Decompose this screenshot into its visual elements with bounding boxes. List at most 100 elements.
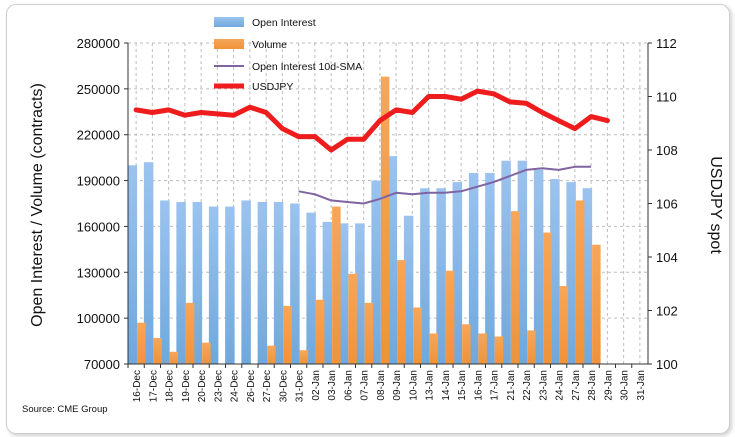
x-tick-label: 21-Jan (506, 370, 517, 401)
y-tick-label: 280000 (77, 36, 120, 51)
open-interest-bar (517, 160, 528, 364)
open-interest-bar (176, 201, 186, 364)
y-tick-label: 220000 (77, 128, 120, 143)
y2-tick-label: 106 (656, 197, 678, 212)
x-tick-label: 03-Jan (327, 370, 338, 401)
x-tick-label: 24-Jan (555, 370, 566, 401)
open-interest-bar (306, 212, 316, 364)
x-tick-label: 16-Jan (473, 370, 484, 401)
y-tick-label: 160000 (77, 219, 120, 234)
volume-bar (380, 76, 390, 364)
x-tick-label: 10-Jan (408, 370, 419, 401)
open-interest-bar (371, 180, 381, 364)
x-tick-label: 31-Dec (295, 370, 306, 402)
volume-bar (575, 200, 585, 364)
volume-bar (267, 345, 276, 364)
y-axis-title: Open Interest / Volume (contracts) (29, 83, 46, 327)
y-tick-label: 100000 (77, 311, 120, 326)
volume-bar (397, 260, 406, 364)
x-tick-label: 23-Jan (538, 370, 549, 401)
volume-bar (299, 350, 309, 364)
x-tick-label: 22-Jan (522, 370, 533, 401)
volume-bar (169, 351, 179, 364)
open-interest-bar (355, 223, 365, 364)
volume-bar (592, 244, 601, 364)
x-tick-label: 15-Jan (457, 370, 468, 401)
usdjpy-line (133, 88, 610, 153)
legend-label: Volume (252, 39, 287, 51)
volume-bar (559, 286, 569, 364)
x-tick-label: 23-Dec (213, 370, 224, 402)
x-tick-label: 18-Dec (165, 370, 176, 402)
open-interest-bar (452, 182, 463, 364)
volume-bar (543, 232, 552, 364)
y2-tick-label: 104 (656, 250, 678, 265)
open-interest-bar (403, 215, 414, 364)
x-tick-label: 30-Dec (278, 370, 289, 402)
open-interest-bar (550, 179, 560, 364)
x-tick-label: 29-Jan (603, 370, 614, 401)
x-tick-label: 24-Dec (230, 370, 241, 402)
volume-bar (429, 333, 439, 364)
y-tick-label: 250000 (77, 82, 120, 97)
open-interest-bar (420, 188, 430, 364)
open-interest-sma-line (298, 165, 592, 205)
volume-bar (348, 273, 357, 364)
x-tick-label: 28-Jan (587, 370, 598, 401)
legend-swatch (214, 17, 244, 27)
legend-label: Open Interest 10d-SMA (252, 61, 362, 73)
open-interest-bar (273, 201, 284, 364)
open-interest-bar (485, 172, 495, 364)
legend-label: Open Interest (252, 17, 316, 29)
open-interest-bar (290, 203, 300, 364)
open-interest-bar (257, 201, 268, 364)
x-tick-label: 02-Jan (311, 370, 322, 401)
y2-tick-label: 102 (656, 304, 678, 319)
volume-bar (364, 302, 374, 364)
open-interest-bar (436, 188, 446, 364)
volume-bar (527, 330, 536, 364)
x-tick-label: 08-Jan (376, 370, 387, 401)
x-tick-label: 13-Jan (425, 370, 436, 401)
open-interest-bar (468, 172, 479, 364)
x-tick-label: 16-Dec (132, 370, 143, 402)
x-tick-label: 26-Dec (246, 370, 257, 402)
legend-label: USDJPY (252, 81, 293, 93)
y2-axis-title: USDJPY spot (707, 156, 724, 254)
volume-bar (413, 307, 422, 364)
open-interest-bar (533, 169, 544, 364)
open-interest-bar (241, 200, 251, 364)
volume-bar (283, 305, 292, 364)
x-tick-label: 17-Jan (490, 370, 501, 401)
open-interest-bar (501, 160, 511, 364)
volume-bar (315, 299, 325, 364)
open-interest-bar (322, 221, 333, 364)
bars (127, 76, 601, 364)
volume-bar (137, 322, 146, 364)
x-tick-label: 14-Jan (441, 370, 452, 401)
y2-tick-label: 110 (656, 90, 677, 105)
y-tick-label: 70000 (84, 357, 120, 372)
volume-bar (445, 270, 455, 364)
open-interest-bar (127, 165, 138, 364)
open-interest-bar (225, 206, 235, 364)
y2-tick-label: 100 (656, 357, 678, 372)
volume-bar (510, 211, 520, 364)
x-tick-label: 07-Jan (360, 370, 371, 401)
source-label: Source: CME Group (22, 404, 108, 415)
x-tick-label: 09-Jan (392, 370, 403, 401)
volume-bar (185, 302, 195, 364)
volume-bar (494, 336, 504, 364)
open-interest-bar (387, 156, 398, 364)
open-interest-bar (192, 201, 203, 364)
lines (133, 88, 610, 205)
volume-bar (332, 206, 341, 364)
open-interest-bar (160, 200, 170, 364)
axes: 70000 100000 130000 160000 190000 220000 25000… (77, 36, 678, 402)
volume-bar (462, 324, 471, 364)
x-tick-label: 17-Dec (148, 370, 159, 402)
x-tick-label: 30-Jan (620, 370, 631, 401)
y-tick-label: 190000 (77, 174, 120, 189)
y-tick-label: 130000 (77, 265, 120, 280)
